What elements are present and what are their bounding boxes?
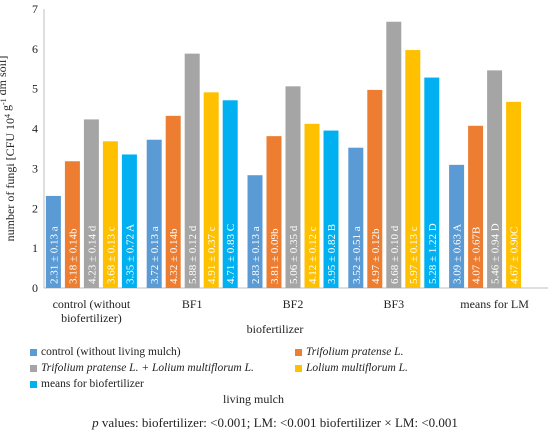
- bar: [323, 130, 339, 288]
- bar: [184, 53, 200, 288]
- bar-data-label: 3.18 ± 0.14b: [67, 228, 79, 284]
- legend-label: Trifolium pratense L. + Lolium multiflor…: [41, 362, 254, 374]
- bar: [506, 101, 522, 288]
- legend-swatch: [295, 364, 302, 372]
- footnote-text: values: biofertilizer: <0.001; LM: <0.00…: [98, 415, 458, 430]
- bar-data-label: 5.06 ± 0.35 d: [288, 225, 300, 284]
- bar: [222, 100, 238, 288]
- y-tick-label: 0: [32, 281, 38, 295]
- bar-data-label: 3.52 ± 0.51 a: [351, 226, 363, 284]
- bar: [121, 154, 137, 288]
- bar: [424, 77, 440, 288]
- bar-data-label: 4.32 ± 0.14b: [168, 228, 180, 284]
- bar-data-label: 3.95 ± 0.82 B: [326, 224, 338, 284]
- bar-data-label: 4.07 ± 0.67B: [471, 227, 483, 284]
- legend-item-control: control (without living mulch): [30, 346, 181, 358]
- bar: [266, 136, 282, 288]
- legend-item-lolium: Lolium multiflorum L.: [295, 362, 408, 374]
- bar: [203, 92, 219, 289]
- bar-data-label: 4.97 ± 0.12b: [370, 228, 382, 284]
- bar: [247, 175, 263, 288]
- bar: [102, 141, 118, 288]
- x-tick-label: BF3: [383, 297, 404, 311]
- bar: [146, 139, 162, 288]
- bar-data-label: 5.97 ± 0.13 c: [408, 226, 420, 284]
- bar-data-label: 6.68 ± 0.10 d: [389, 225, 401, 284]
- y-tick-label: 3: [32, 161, 38, 175]
- legend-item-mixture: Trifolium pratense L. + Lolium multiflor…: [30, 362, 254, 374]
- y-tick-label: 5: [32, 82, 38, 96]
- bar-chart-svg: 0 1 2 3 4 5 6 7 number of fungi [CFU 104 g-1 dm …: [0, 2, 548, 336]
- bar-data-label: 4.71 ± 0.83 C: [225, 224, 237, 284]
- bar-data-label: 3.68 ± 0.13 c: [105, 226, 117, 284]
- footnote-p: p: [92, 415, 99, 430]
- bar-data-label: 2.31 ± 0.13 a: [48, 226, 60, 284]
- bar: [285, 86, 301, 288]
- x-tick-label: control (without: [53, 297, 131, 311]
- legend-label: control (without living mulch): [41, 346, 181, 358]
- bar-data-label: 4.67 ± 0.90C: [509, 227, 521, 284]
- legend-swatch: [30, 380, 37, 388]
- bar: [64, 161, 80, 288]
- legend-swatch: [30, 364, 37, 372]
- bar: [449, 164, 465, 288]
- y-tick-label: 1: [32, 241, 38, 255]
- bar: [367, 89, 383, 288]
- bar: [45, 195, 61, 288]
- bar-data-label: 3.72 ± 0.13 a: [149, 226, 161, 284]
- y-tick-label: 4: [32, 122, 38, 136]
- bar: [348, 147, 364, 288]
- legend-label: means for biofertilizer: [41, 378, 144, 390]
- bar-data-label: 4.23 ± 0.14 d: [86, 225, 98, 284]
- bar: [487, 70, 503, 288]
- y-tick-label: 7: [32, 2, 38, 16]
- x-tick-label: means for LM: [460, 297, 529, 311]
- bar-data-label: 5.88 ± 0.12 d: [187, 225, 199, 284]
- bar-data-label: 3.81 ± 0.09b: [269, 228, 281, 284]
- bar-data-label: 3.09 ± 0.63 A: [452, 224, 464, 284]
- bar-data-label: 2.83 ± 0.13 a: [250, 226, 262, 284]
- bar-data-label: 4.91 ± 0.37 c: [206, 226, 218, 284]
- y-tick-label: 2: [32, 201, 38, 215]
- bar-data-label: 5.28 ± 1.22 D: [427, 223, 439, 284]
- bar-data-label: 3.35 ± 0.72 A: [124, 224, 136, 284]
- bar: [468, 125, 484, 288]
- bar: [386, 21, 402, 289]
- legend-label: Trifolium pratense L.: [306, 346, 404, 358]
- legend-item-means-biofertilizer: means for biofertilizer: [30, 378, 144, 390]
- bar: [405, 50, 421, 288]
- x-tick-label: BF1: [182, 297, 203, 311]
- bar: [165, 115, 181, 289]
- bar: [304, 123, 320, 288]
- bar-data-label: 5.46 ± 0.94 D: [490, 223, 502, 284]
- legend-label: Lolium multiflorum L.: [306, 362, 408, 374]
- legend-item-trifolium: Trifolium pratense L.: [295, 346, 403, 358]
- footnote: p values: biofertilizer: <0.001; LM: <0.…: [0, 415, 550, 431]
- legend-title: living mulch: [223, 392, 284, 406]
- x-axis-label: biofertilizer: [247, 322, 304, 336]
- y-tick-label: 6: [32, 42, 38, 56]
- x-tick-label: BF2: [283, 297, 304, 311]
- y-axis-label: number of fungi [CFU 104 g-1 dm soil]: [0, 56, 17, 242]
- legend-swatch: [30, 348, 37, 356]
- bar: [83, 119, 99, 288]
- bar-data-label: 4.12 ± 0.12 c: [307, 226, 319, 284]
- x-tick-label: biofertilizer): [61, 311, 122, 325]
- legend-swatch: [295, 348, 302, 356]
